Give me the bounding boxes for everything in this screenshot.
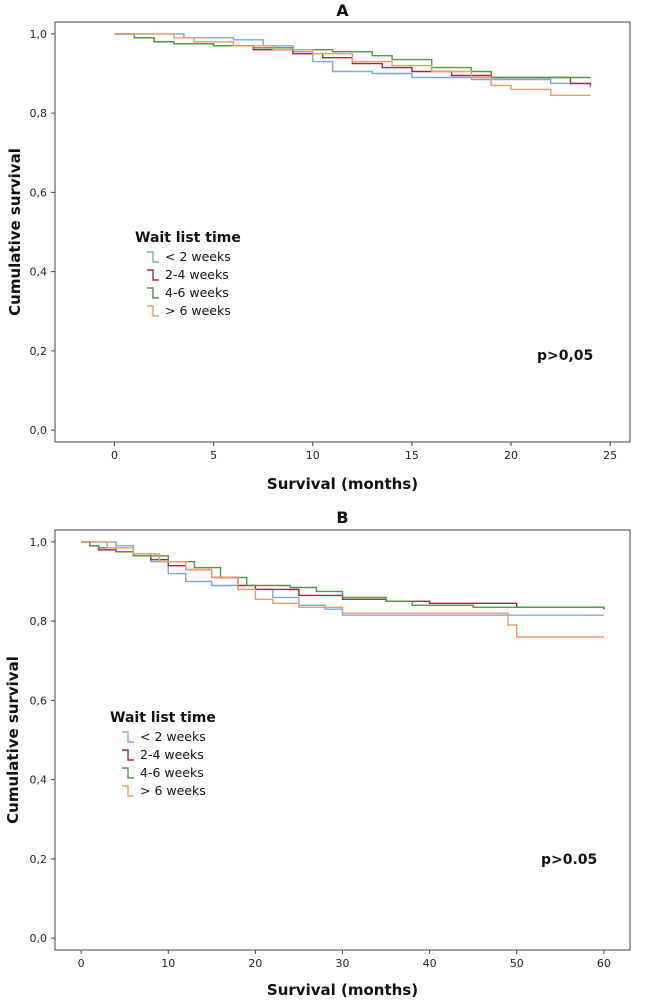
x-tick-label: 30 (336, 957, 350, 970)
x-axis-label: Survival (months) (267, 475, 418, 493)
y-tick-label: 0,0 (30, 932, 48, 945)
y-tick-label: 0,4 (30, 774, 48, 787)
p-value-annotation: p>0,05 (537, 348, 593, 364)
x-tick-label: 60 (597, 957, 611, 970)
x-tick-label: 0 (111, 449, 118, 462)
survival-curve-w46 (81, 541, 604, 608)
legend-item-w46: 4-6 weeks (165, 285, 229, 300)
legend-item-w24: 2-4 weeks (165, 267, 229, 282)
survival-curve-gt6 (81, 541, 604, 638)
chart-title: B (336, 508, 348, 527)
x-tick-label: 40 (423, 957, 437, 970)
x-tick-label: 5 (210, 449, 217, 462)
legend-item-gt6: > 6 weeks (165, 303, 231, 318)
legend-item-gt6: > 6 weeks (140, 783, 206, 798)
legend-title: Wait list time (110, 710, 216, 726)
x-tick-label: 20 (248, 957, 262, 970)
chart-panel-a: A 0 5 10 15 20 25 0,0 0,2 0,4 0,6 0,8 1,0 Survival (m… (6, 1, 631, 493)
legend-swatch-w24 (147, 269, 159, 281)
y-tick-label: 1,0 (30, 28, 48, 41)
p-value-annotation: p>0.05 (541, 852, 597, 868)
legend-title: Wait list time (135, 230, 241, 246)
plot-frame (54, 21, 631, 443)
survival-curve-lt2 (114, 33, 591, 88)
y-axis-label: Cumulative survival (6, 148, 24, 316)
legend-item-w46: 4-6 weeks (140, 765, 204, 780)
x-axis-label: Survival (months) (267, 981, 418, 999)
legend-swatch-gt6 (122, 785, 134, 797)
y-tick-label: 0,6 (30, 694, 48, 707)
survival-curve-gt6 (114, 33, 591, 96)
legend-swatch-lt2 (147, 251, 159, 263)
legend-swatch-lt2 (122, 731, 134, 743)
legend-swatch-w46 (147, 287, 159, 299)
survival-curve-lt2 (81, 541, 604, 616)
x-tick-label: 50 (510, 957, 524, 970)
legend-item-lt2: < 2 weeks (165, 249, 231, 264)
x-tick-label: 10 (161, 957, 175, 970)
survival-curve-w24 (81, 541, 605, 610)
y-axis-label: Cumulative survival (4, 656, 22, 824)
x-tick-label: 20 (504, 449, 518, 462)
y-tick-label: 0,8 (30, 615, 48, 628)
legend-swatch-w24 (122, 749, 134, 761)
legend-item-lt2: < 2 weeks (140, 729, 206, 744)
y-tick-label: 0,2 (30, 345, 48, 358)
x-tick-label: 10 (306, 449, 320, 462)
y-tick-label: 0,2 (30, 853, 48, 866)
y-tick-label: 0,6 (30, 186, 48, 199)
x-tick-label: 0 (78, 957, 85, 970)
y-tick-label: 0,0 (30, 424, 48, 437)
survival-curve-w46 (114, 33, 591, 79)
chart-title: A (336, 1, 349, 20)
legend-item-w24: 2-4 weeks (140, 747, 204, 762)
y-tick-label: 0,4 (30, 266, 48, 279)
y-tick-label: 1,0 (30, 536, 48, 549)
chart-panel-b: B 0 10 20 30 40 50 60 0,0 0,2 0,4 0,6 0,8 1,0 Survival… (4, 508, 631, 999)
x-tick-label: 25 (603, 449, 617, 462)
x-tick-label: 15 (405, 449, 419, 462)
legend-swatch-w46 (122, 767, 134, 779)
y-tick-label: 0,8 (30, 107, 48, 120)
legend-swatch-gt6 (147, 305, 159, 317)
